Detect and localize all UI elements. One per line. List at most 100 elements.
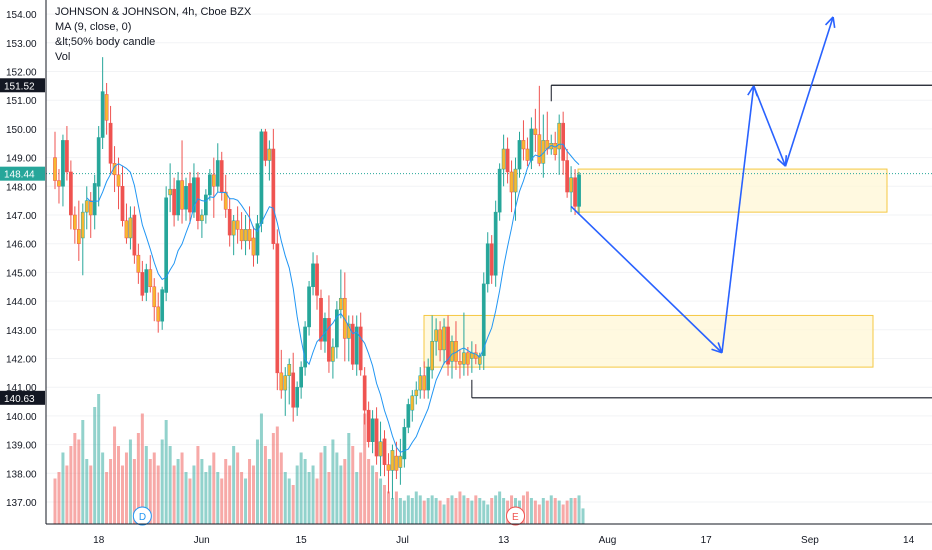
volume-bar	[65, 465, 69, 524]
candle-body	[140, 272, 145, 296]
candle-body	[247, 229, 252, 242]
projection-arrow[interactable]	[721, 85, 755, 353]
candle-body	[307, 286, 311, 328]
volume-bar	[549, 495, 553, 524]
volume-bar	[561, 504, 565, 524]
volume-bar	[192, 465, 196, 524]
time-tick-label: 18	[93, 535, 105, 546]
volume-bar	[188, 478, 192, 524]
body-candle-indicator-label[interactable]: &lt;50% body candle	[55, 36, 156, 48]
volume-bar	[422, 500, 426, 524]
price-tick-label: 140.00	[6, 412, 37, 423]
candle-body	[462, 352, 466, 365]
volume-bar	[200, 459, 204, 524]
price-tick-label: 137.00	[6, 498, 37, 509]
candle-body	[398, 455, 403, 468]
candle-body	[366, 409, 371, 442]
volume-bar	[375, 472, 379, 524]
moving-average-line	[86, 143, 580, 453]
candle-body	[319, 297, 323, 342]
candle-body	[513, 168, 518, 193]
candle-body	[271, 148, 276, 244]
candle-body	[275, 243, 280, 374]
volume-bar	[168, 446, 172, 524]
candle-body	[180, 180, 184, 210]
candle-body	[414, 389, 419, 397]
candle-body	[529, 128, 534, 161]
volume-bar	[486, 504, 490, 524]
earnings-marker[interactable]	[506, 506, 526, 526]
resistance-zone[interactable]	[577, 168, 888, 213]
volume-bar	[152, 452, 156, 524]
candle-body	[331, 346, 335, 362]
volume-bar	[494, 495, 498, 524]
volume-bar	[371, 465, 375, 524]
volume-bar	[228, 465, 232, 524]
volume-bar	[386, 491, 390, 524]
volume-bar	[279, 452, 283, 524]
volume-bar	[53, 478, 57, 524]
projection-arrow[interactable]	[784, 16, 834, 167]
candle-body	[148, 269, 153, 287]
volume-bar	[212, 452, 216, 524]
volume-bar	[85, 459, 89, 524]
support-zone[interactable]	[423, 314, 874, 368]
volume-bar	[351, 446, 355, 524]
candle-body	[92, 183, 97, 216]
candle-body	[53, 157, 57, 181]
volume-bar	[331, 439, 335, 524]
candle-body	[394, 455, 399, 471]
volume-bar	[156, 465, 160, 524]
volume-bar	[426, 498, 430, 524]
candle-body	[299, 366, 303, 388]
arrow-head	[776, 158, 787, 167]
candle-body	[362, 375, 367, 411]
price-tick-label: 138.00	[6, 469, 37, 480]
volume-bar	[287, 478, 291, 524]
candle-body	[188, 183, 192, 213]
candle-body	[442, 326, 446, 351]
dividend-marker[interactable]	[132, 506, 152, 526]
volume-bar	[232, 446, 236, 524]
projection-arrow[interactable]	[570, 205, 723, 354]
candle-body	[108, 122, 113, 164]
volume-bar	[176, 459, 180, 524]
candle-body	[402, 427, 407, 460]
volume-bar	[204, 472, 208, 524]
volume-bar	[252, 465, 255, 524]
current-price-badge-text: 148.44	[4, 170, 35, 181]
high-price-badge	[0, 78, 45, 93]
volume-bar	[315, 478, 319, 524]
volume-bar	[410, 498, 414, 524]
volume-bar	[355, 472, 359, 524]
volume-bar	[291, 485, 295, 524]
candle-body	[311, 263, 315, 288]
volume-bar	[248, 459, 252, 524]
volume-bar	[196, 446, 200, 524]
volume-bar	[537, 504, 541, 524]
candle-body	[65, 140, 69, 173]
volume-bar	[383, 485, 387, 524]
candle-body	[80, 211, 85, 239]
candle-body	[327, 318, 331, 362]
volume-bar	[101, 452, 105, 524]
candle-body	[426, 366, 431, 391]
volume-bar	[390, 498, 394, 524]
candle-body	[207, 174, 212, 196]
volume-indicator-label[interactable]: Vol	[55, 51, 71, 63]
candle-body	[243, 229, 248, 242]
volume-bar	[124, 452, 128, 524]
volume-bar	[172, 465, 176, 524]
volume-bar	[144, 446, 148, 524]
projection-arrow[interactable]	[752, 85, 787, 167]
symbol-title[interactable]: JOHNSON & JOHNSON, 4h, Cboe BZX	[55, 6, 252, 18]
candle-body	[73, 214, 77, 230]
candle-body	[267, 148, 272, 161]
ma-indicator-label[interactable]: MA (9, close, 0)	[55, 21, 132, 33]
candle-body	[517, 140, 522, 170]
price-tick-label: 145.00	[6, 268, 37, 279]
candle-body	[132, 214, 137, 256]
volume-bar	[97, 394, 101, 524]
candle-body	[338, 297, 343, 310]
